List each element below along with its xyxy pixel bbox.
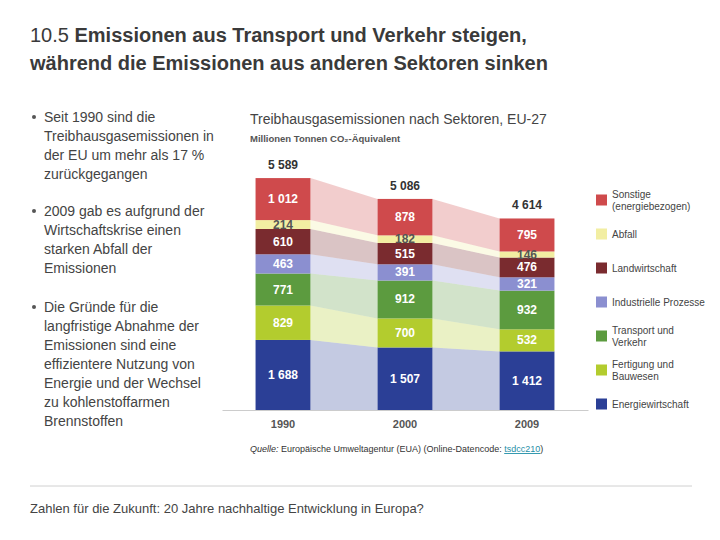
legend-label: Industrielle Prozesse [612,297,705,308]
data-label: 1 507 [390,372,420,386]
chart-title: Treibhausgasemissionen nach Sektoren, EU… [250,111,547,127]
connector-area [310,340,377,410]
legend-label: Transport undVerkehr [612,325,674,348]
data-label: 321 [517,277,537,291]
bar-segment [378,199,433,235]
x-tick-label: 2000 [393,418,417,430]
bar-segment [500,277,555,290]
bar-segment [256,306,311,340]
x-tick-label: 2009 [515,418,539,430]
legend-marker [596,365,607,376]
data-labels: 1 688 1 507 1 412 829 700 532 771 912 932 463 391 3… [268,158,542,388]
slide-title-line: 10.5 Emissionen aus Transport und Verkeh… [30,24,527,46]
bar-segment [378,318,433,347]
slide-title-line: während die Emissionen aus anderen Sekto… [29,52,548,74]
bullet-text: Die Gründe für dielangfristige Abnahme d… [44,299,201,429]
bar-segment [256,340,311,410]
bullet-text: 2009 gab es aufgrund derWirtschaftskrise… [44,203,205,276]
bullet-dot [32,209,36,213]
legend-label: Sonstige(energiebezogen) [612,189,690,212]
data-label: 771 [273,283,293,297]
bullet-dot [32,115,36,119]
connector-area [432,199,499,252]
legend-marker [596,195,607,206]
x-axis: 1990 2000 2009 [223,410,589,430]
x-tick: 2009 [515,410,539,430]
legend-label: Fertigung undBauwesen [612,359,674,382]
data-label: 912 [395,292,415,306]
legend-marker [596,297,607,308]
legend-marker [596,263,607,274]
x-tick-label: 1990 [271,418,295,430]
data-label: 1 012 [268,192,298,206]
legend: Sonstige(energiebezogen) Abfall Landwirtsc… [596,189,705,410]
legend-marker [596,331,607,342]
bar-segment [378,347,433,410]
data-label: 1 412 [512,374,542,388]
bar-segment [256,254,311,273]
footer: Zahlen für die Zukunft: 20 Jahre nachhal… [30,501,424,516]
data-label: 463 [273,257,293,271]
legend-label: Landwirtschaft [612,263,677,274]
legend-label: Energiewirtschaft [612,399,689,410]
data-label: 214 [273,218,293,232]
data-label: 146 [517,248,537,262]
data-label: 932 [517,303,537,317]
data-label: 829 [273,316,293,330]
connector-area [432,347,499,410]
data-label: 700 [395,326,415,340]
bar-segment [500,351,555,410]
total-label: 5 589 [268,158,298,172]
total-label: 4 614 [512,198,542,212]
bar-segment [256,178,311,220]
source-text: Europäische Umweltagentur (EUA) (Online-… [281,444,502,454]
source: Quelle: Europäische Umweltagentur (EUA) … [250,444,543,454]
data-label: 391 [395,265,415,279]
source-label: Quelle: [250,444,279,454]
total-label: 5 086 [390,179,420,193]
bar-segment [378,264,433,280]
x-tick: 1990 [271,410,295,430]
bar-segment [256,229,311,254]
slide: 10.5 Emissionen aus Transport und Verkeh… [0,0,720,540]
legend-marker [596,399,607,410]
data-label: 878 [395,210,415,224]
plot-area [256,178,555,410]
legend-label: Abfall [612,229,637,240]
data-label: 795 [517,228,537,242]
x-axis-line [223,410,589,411]
bar-segment [500,291,555,330]
data-label: 476 [517,260,537,274]
source-link[interactable]: tsdcc210 [504,444,540,454]
source-end: ) [540,444,543,454]
slide-number: 10.5 [30,24,69,46]
x-tick: 2000 [393,410,417,430]
bar-segment [378,281,433,319]
connector-area [310,274,377,319]
data-label: 515 [395,247,415,261]
bar-segment [500,329,555,351]
footer-rule [30,486,692,487]
bar-segment [256,274,311,306]
legend-marker [596,229,607,240]
data-label: 610 [273,235,293,249]
y-axis-title: Millionen Tonnen CO₂-Äquivalent [250,133,401,144]
connector-area [310,178,377,235]
data-label: 1 688 [268,368,298,382]
bullet-text: Seit 1990 sind dieTreibhausgasemissionen… [44,109,214,182]
bullet-dot [32,305,36,309]
data-label: 182 [395,232,415,246]
data-label: 532 [517,333,537,347]
